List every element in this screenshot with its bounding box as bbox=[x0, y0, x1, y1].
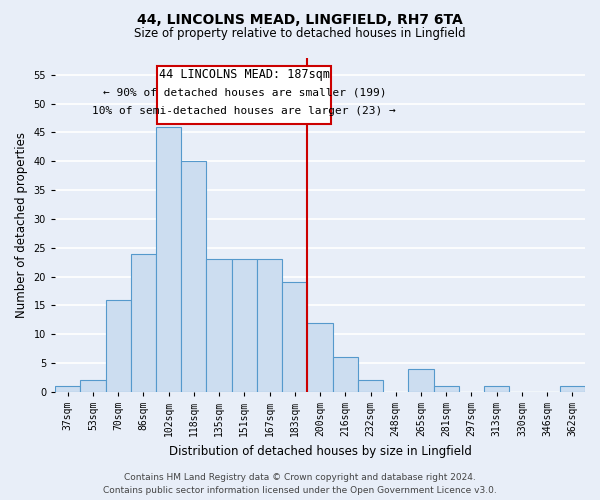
FancyBboxPatch shape bbox=[157, 66, 331, 124]
Bar bbox=[484, 386, 509, 392]
Bar bbox=[358, 380, 383, 392]
Bar bbox=[282, 282, 307, 392]
Bar bbox=[307, 322, 332, 392]
Bar bbox=[55, 386, 80, 392]
Text: 10% of semi-detached houses are larger (23) →: 10% of semi-detached houses are larger (… bbox=[92, 106, 396, 116]
Bar bbox=[181, 162, 206, 392]
Bar bbox=[106, 300, 131, 392]
Bar bbox=[560, 386, 585, 392]
Text: Contains HM Land Registry data © Crown copyright and database right 2024.
Contai: Contains HM Land Registry data © Crown c… bbox=[103, 474, 497, 495]
Bar bbox=[257, 260, 282, 392]
Text: Size of property relative to detached houses in Lingfield: Size of property relative to detached ho… bbox=[134, 28, 466, 40]
Bar bbox=[232, 260, 257, 392]
Y-axis label: Number of detached properties: Number of detached properties bbox=[15, 132, 28, 318]
Bar bbox=[156, 126, 181, 392]
Text: ← 90% of detached houses are smaller (199): ← 90% of detached houses are smaller (19… bbox=[103, 88, 386, 98]
Text: 44, LINCOLNS MEAD, LINGFIELD, RH7 6TA: 44, LINCOLNS MEAD, LINGFIELD, RH7 6TA bbox=[137, 12, 463, 26]
Bar bbox=[131, 254, 156, 392]
X-axis label: Distribution of detached houses by size in Lingfield: Distribution of detached houses by size … bbox=[169, 444, 472, 458]
Bar bbox=[80, 380, 106, 392]
Text: 44 LINCOLNS MEAD: 187sqm: 44 LINCOLNS MEAD: 187sqm bbox=[159, 68, 330, 81]
Bar bbox=[332, 358, 358, 392]
Bar bbox=[434, 386, 459, 392]
Bar bbox=[409, 369, 434, 392]
Bar bbox=[206, 260, 232, 392]
